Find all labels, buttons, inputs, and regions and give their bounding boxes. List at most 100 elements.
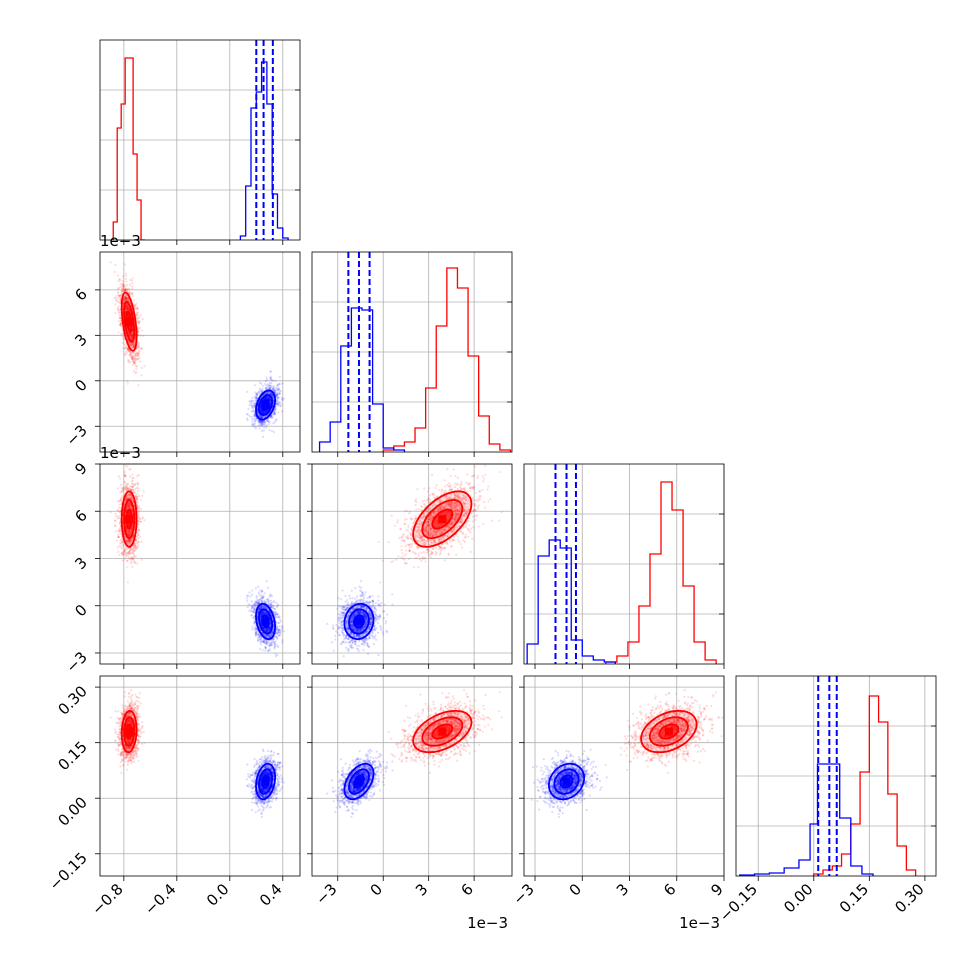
scatter-point <box>260 420 263 424</box>
scatter-point <box>131 285 134 288</box>
scatter-point <box>132 546 136 550</box>
scatter-point <box>264 411 267 414</box>
scatter-point <box>129 332 132 335</box>
scatter-point <box>125 290 128 293</box>
scatter-point <box>253 404 256 407</box>
scatter-point <box>130 334 133 337</box>
scatter-point <box>251 404 254 408</box>
scatter-point <box>277 388 280 391</box>
scatter-point <box>270 393 273 396</box>
scatter-point <box>261 411 264 414</box>
scatter-point <box>123 288 127 291</box>
scatter-point <box>122 553 125 556</box>
scatter-point <box>136 316 139 319</box>
scatter-point <box>266 383 269 386</box>
scatter-point <box>131 356 134 359</box>
scatter-point <box>121 286 124 289</box>
scatter-point <box>137 330 140 334</box>
scatter-point <box>136 357 139 360</box>
scatter-point <box>128 353 131 356</box>
scatter-point <box>264 411 267 414</box>
scatter-point <box>124 307 128 310</box>
scatter-point <box>261 411 264 414</box>
scatter-point <box>269 399 272 402</box>
scatter-point <box>128 332 131 336</box>
scatter-point <box>278 390 281 393</box>
scatter-point <box>129 333 132 336</box>
scatter-point <box>129 353 132 356</box>
scatter-point <box>126 581 129 584</box>
scatter-point <box>246 417 249 420</box>
scatter-point <box>120 533 123 536</box>
scatter-point <box>268 384 271 387</box>
scatter-point <box>130 334 133 337</box>
scatter-point <box>274 408 277 411</box>
scatter-point <box>124 296 127 299</box>
scatter-point <box>257 419 260 422</box>
scatter-point <box>122 283 125 286</box>
scatter-point <box>130 355 133 359</box>
scatter-point <box>122 284 125 288</box>
scatter-point <box>125 304 129 308</box>
scatter-point <box>133 361 136 364</box>
scatter-point <box>281 625 284 628</box>
scatter-point <box>271 386 274 389</box>
scatter-point <box>128 551 131 554</box>
scatter-series-0 <box>109 261 146 387</box>
scatter-point <box>127 332 131 335</box>
scatter-point <box>255 392 259 395</box>
scatter-point <box>124 296 127 299</box>
scatter-point <box>260 411 264 414</box>
scatter-point <box>276 389 280 392</box>
scatter-point <box>121 559 124 562</box>
scatter-point <box>254 425 257 428</box>
scatter-point <box>135 314 138 317</box>
scatter-point <box>260 423 263 426</box>
scatter-point <box>138 506 141 510</box>
scatter-point <box>137 510 140 513</box>
scatter-point <box>126 308 129 311</box>
scatter-point <box>276 402 279 406</box>
scatter-point <box>117 309 120 312</box>
scatter-point <box>265 378 269 381</box>
scatter-point <box>136 501 140 504</box>
scatter-point <box>116 516 119 519</box>
scatter-point <box>258 427 261 430</box>
scatter-point <box>132 351 135 354</box>
scatter-point <box>274 412 277 416</box>
scatter-point <box>278 392 281 396</box>
scatter-point <box>123 474 127 477</box>
scatter-point <box>125 496 129 499</box>
scatter-point <box>269 377 272 380</box>
scatter-point <box>109 511 112 514</box>
scatter-point <box>265 580 268 583</box>
scatter-point <box>271 379 274 382</box>
scatter-point <box>262 398 265 401</box>
scatter-point <box>119 499 122 503</box>
scatter-point <box>264 380 267 383</box>
scatter-point <box>134 483 137 487</box>
scatter-point <box>132 343 135 346</box>
scatter-point <box>260 416 263 419</box>
scatter-point <box>118 553 121 556</box>
scatter-point <box>117 280 120 283</box>
scatter-point <box>135 354 138 358</box>
scatter-point <box>127 305 130 308</box>
scatter-point <box>129 344 133 347</box>
scatter-point <box>123 289 126 292</box>
scatter-point <box>121 495 124 498</box>
scatter-point <box>276 397 279 400</box>
scatter-point <box>253 402 256 405</box>
scatter-point <box>125 305 128 308</box>
scatter-point <box>273 388 276 391</box>
scatter-point <box>116 500 120 503</box>
scatter-point <box>257 390 260 394</box>
scatter-point <box>267 420 270 423</box>
scatter-point <box>141 516 144 519</box>
scatter-point <box>135 302 138 305</box>
scatter-point <box>115 299 118 302</box>
scatter-point <box>125 297 128 300</box>
scatter-point <box>125 304 128 307</box>
scatter-point <box>131 482 134 486</box>
